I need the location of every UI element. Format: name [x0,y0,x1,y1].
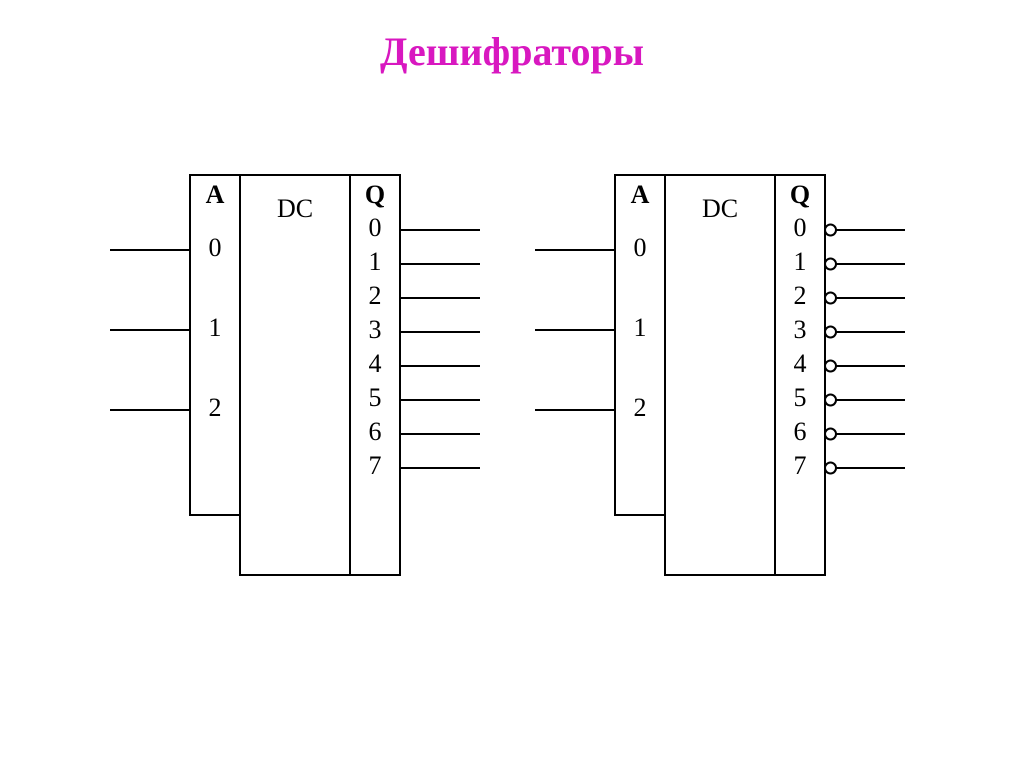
inversion-bubble [825,259,836,270]
decoder-right: A Q DC 0 1 2 0 1 2 3 4 5 6 7 [535,175,905,575]
output-label: 7 [794,451,807,480]
output-label: 4 [794,349,807,378]
decoder-diagram: A Q DC 0 1 2 0 1 2 3 4 5 6 7 A Q DC 0 1 2 0 1 2 3 4 5 6 7 [0,170,1024,690]
output-label: 1 [794,247,807,276]
input-label: 1 [209,313,222,342]
input-header: A [206,180,225,209]
center-label: DC [702,194,738,223]
inversion-bubble [825,395,836,406]
output-header: Q [365,180,385,209]
input-label: 2 [209,393,222,422]
output-label: 0 [369,213,382,242]
inversion-bubble [825,361,836,372]
output-label: 2 [794,281,807,310]
output-header: Q [790,180,810,209]
output-label: 5 [794,383,807,412]
output-label: 6 [369,417,382,446]
input-label: 0 [209,233,222,262]
diagram-canvas: A Q DC 0 1 2 0 1 2 3 4 5 6 7 A Q DC 0 1 2 0 1 2 3 4 5 6 7 [0,170,1024,690]
input-header: A [631,180,650,209]
center-label: DC [277,194,313,223]
input-label: 1 [634,313,647,342]
page: Дешифраторы A Q DC 0 1 2 0 1 2 3 4 5 6 7 A Q DC 0 1 2 0 1 2 3 4 5… [0,0,1024,767]
output-label: 7 [369,451,382,480]
inversion-bubble [825,225,836,236]
input-label: 2 [634,393,647,422]
output-label: 3 [369,315,382,344]
output-label: 2 [369,281,382,310]
output-label: 0 [794,213,807,242]
inversion-bubble [825,463,836,474]
output-label: 5 [369,383,382,412]
decoder-left: A Q DC 0 1 2 0 1 2 3 4 5 6 7 [110,175,480,575]
output-label: 6 [794,417,807,446]
output-label: 4 [369,349,382,378]
inversion-bubble [825,293,836,304]
inversion-bubble [825,429,836,440]
page-title: Дешифраторы [0,28,1024,75]
input-label: 0 [634,233,647,262]
output-label: 3 [794,315,807,344]
output-label: 1 [369,247,382,276]
inversion-bubble [825,327,836,338]
